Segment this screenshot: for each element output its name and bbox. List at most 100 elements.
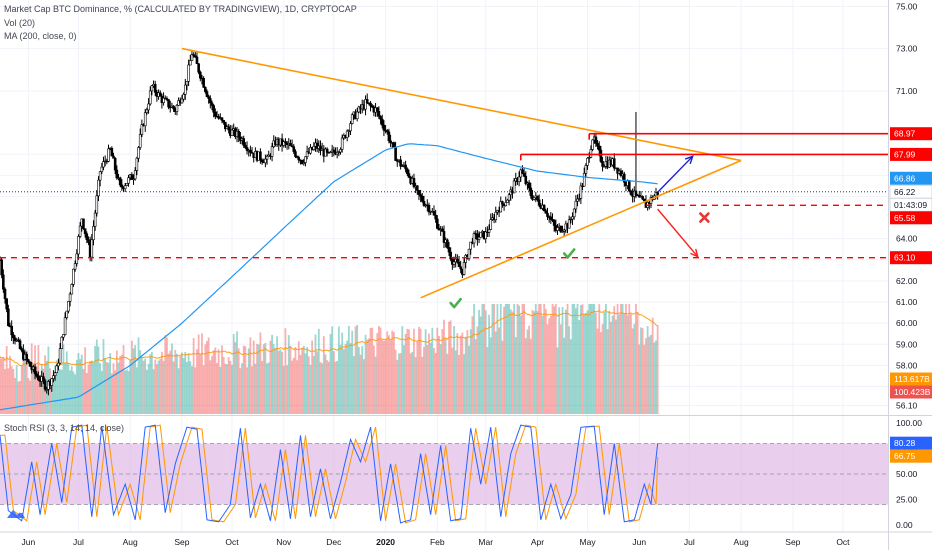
volume-bar bbox=[229, 360, 232, 414]
price-label-ma: 66.86 bbox=[890, 171, 932, 185]
volume-bar bbox=[443, 319, 445, 414]
volume-bar bbox=[140, 356, 143, 414]
volume-bar bbox=[651, 317, 654, 414]
candle-body bbox=[544, 210, 548, 214]
volume-bar bbox=[543, 304, 546, 414]
candle-body bbox=[55, 365, 59, 374]
volume-bar bbox=[4, 369, 6, 414]
candle-body bbox=[556, 227, 559, 231]
volume-bar bbox=[279, 349, 282, 414]
volume-bar bbox=[434, 353, 437, 414]
volume-bar bbox=[578, 320, 581, 414]
candle-body bbox=[499, 201, 503, 213]
check-mark-icon bbox=[562, 248, 576, 259]
volume-bar bbox=[479, 316, 482, 414]
volume-bar bbox=[49, 368, 51, 414]
volume-bar bbox=[441, 329, 444, 414]
volume-bar bbox=[189, 361, 192, 414]
candle-body bbox=[65, 310, 69, 318]
volume-bar bbox=[312, 355, 315, 414]
candle-body bbox=[302, 162, 306, 164]
volume-bar bbox=[95, 339, 98, 414]
volume-bar bbox=[122, 344, 125, 414]
candle-body bbox=[202, 78, 205, 88]
candle-body bbox=[582, 173, 586, 187]
volume-bar bbox=[371, 327, 374, 414]
volume-bar bbox=[274, 348, 277, 414]
candle-body bbox=[364, 99, 367, 110]
candle-body bbox=[419, 194, 422, 197]
volume-bar bbox=[125, 369, 128, 414]
candle-body bbox=[143, 112, 147, 127]
x-mark-icon bbox=[699, 212, 710, 223]
candle-body bbox=[292, 146, 296, 152]
candle-body bbox=[97, 179, 100, 197]
volume-bar bbox=[468, 345, 470, 414]
volume-label-volume-last-bg bbox=[890, 385, 932, 399]
volume-bar bbox=[289, 345, 292, 414]
candle-body bbox=[172, 105, 175, 110]
candle-body bbox=[102, 161, 105, 168]
time-tick-label: Jul bbox=[684, 537, 695, 547]
volume-bar bbox=[463, 354, 465, 414]
stoch-d-line bbox=[0, 424, 659, 524]
volume-bar bbox=[264, 342, 267, 414]
volume-bar bbox=[514, 337, 517, 414]
volume-bar bbox=[656, 325, 659, 414]
volume-bar bbox=[501, 340, 504, 414]
candle-body bbox=[335, 151, 339, 155]
volume-bar bbox=[608, 310, 611, 414]
volume-bar bbox=[132, 348, 135, 414]
candle-body bbox=[113, 157, 117, 171]
candle-body bbox=[305, 151, 309, 158]
volume-bar bbox=[27, 378, 30, 414]
rsi-tick-label: 0.00 bbox=[896, 520, 913, 530]
candle-body bbox=[192, 54, 195, 57]
time-tick-label: May bbox=[580, 537, 597, 547]
candle-body bbox=[387, 131, 391, 142]
volume-bar bbox=[508, 304, 510, 414]
volume-bar bbox=[84, 347, 87, 414]
volume-bar bbox=[635, 304, 637, 414]
volume-bar bbox=[579, 305, 582, 414]
volume-bar bbox=[653, 342, 656, 414]
candle-body bbox=[449, 251, 452, 260]
volume-bar bbox=[59, 369, 61, 414]
candle-body bbox=[484, 231, 488, 240]
volume-bar bbox=[299, 355, 302, 414]
candles bbox=[0, 50, 659, 396]
volume-bar bbox=[282, 365, 285, 414]
candle-body bbox=[92, 226, 95, 241]
chart-title: Market Cap BTC Dominance, % (CALCULATED … bbox=[4, 4, 357, 14]
volume-bar bbox=[100, 371, 103, 414]
volume-bar bbox=[184, 351, 187, 414]
volume-bar bbox=[347, 325, 350, 414]
volume-bar bbox=[346, 340, 349, 414]
candle-body bbox=[187, 64, 190, 82]
volume-bar bbox=[292, 357, 295, 414]
candle-body bbox=[622, 173, 626, 183]
volume-bar bbox=[267, 362, 270, 414]
volume-bar bbox=[277, 350, 280, 414]
volume-bar bbox=[34, 345, 36, 414]
candle-body bbox=[417, 190, 421, 195]
volume-bar bbox=[498, 327, 500, 414]
candle-body bbox=[209, 98, 212, 104]
volume-bar bbox=[112, 363, 115, 414]
volume-bar bbox=[546, 324, 549, 414]
volume-bar bbox=[473, 304, 475, 414]
candle-body bbox=[472, 233, 476, 244]
volume-bar bbox=[401, 326, 404, 414]
candle-body bbox=[427, 204, 431, 213]
volume-bar bbox=[159, 358, 162, 414]
candle-body bbox=[415, 185, 419, 191]
candle-body bbox=[264, 158, 267, 164]
candle-body bbox=[85, 233, 89, 240]
candle-body bbox=[447, 247, 451, 253]
volume-bar bbox=[342, 349, 345, 414]
volume-bar bbox=[506, 304, 509, 414]
volume-bar bbox=[304, 353, 307, 414]
volume-bar bbox=[569, 339, 572, 414]
candle-body bbox=[90, 239, 94, 258]
